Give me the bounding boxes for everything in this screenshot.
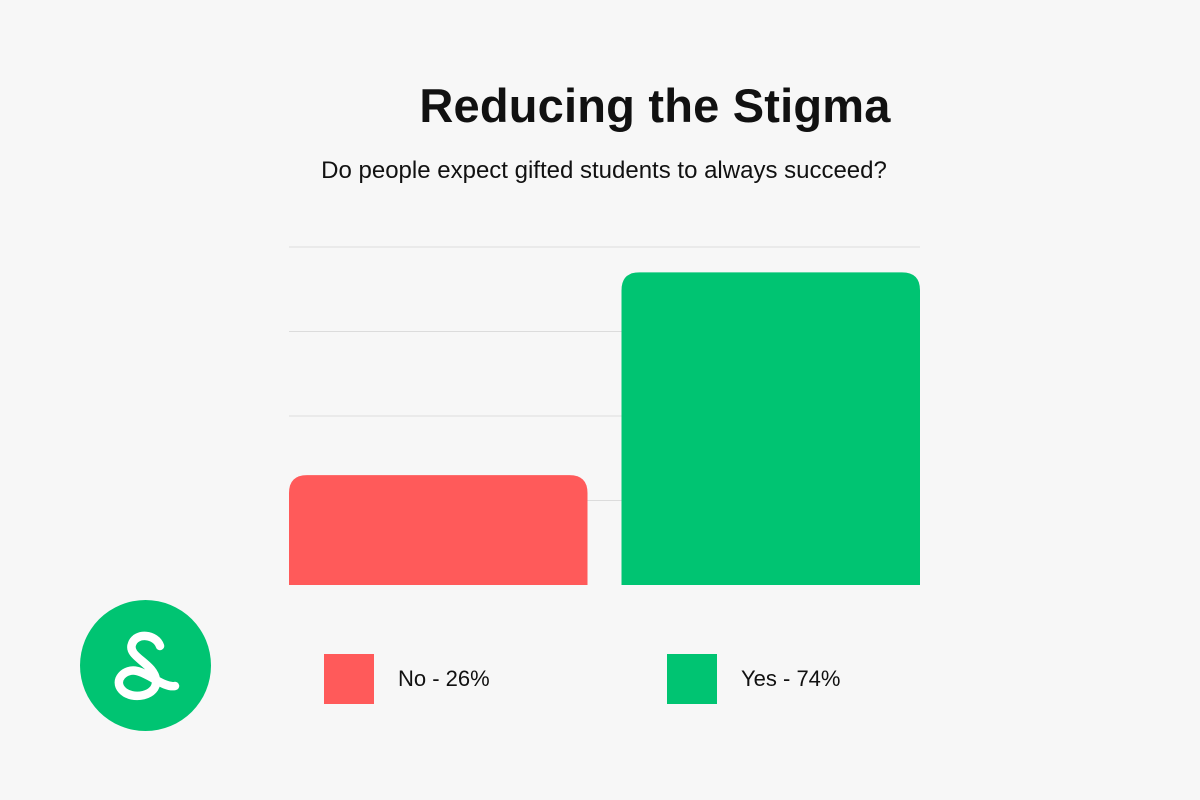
legend-label-no: No - 26% (398, 666, 490, 691)
legend-swatch-yes (667, 654, 717, 704)
chart-subtitle: Do people expect gifted students to alwa… (321, 157, 887, 184)
bar-no (289, 475, 588, 585)
chart-title: Reducing the Stigma (419, 79, 891, 132)
legend-swatch-no (324, 654, 374, 704)
bar-yes (621, 272, 920, 585)
legend-label-yes: Yes - 74% (741, 666, 841, 691)
loop-s-logo-icon (80, 600, 211, 731)
bars (289, 272, 920, 585)
